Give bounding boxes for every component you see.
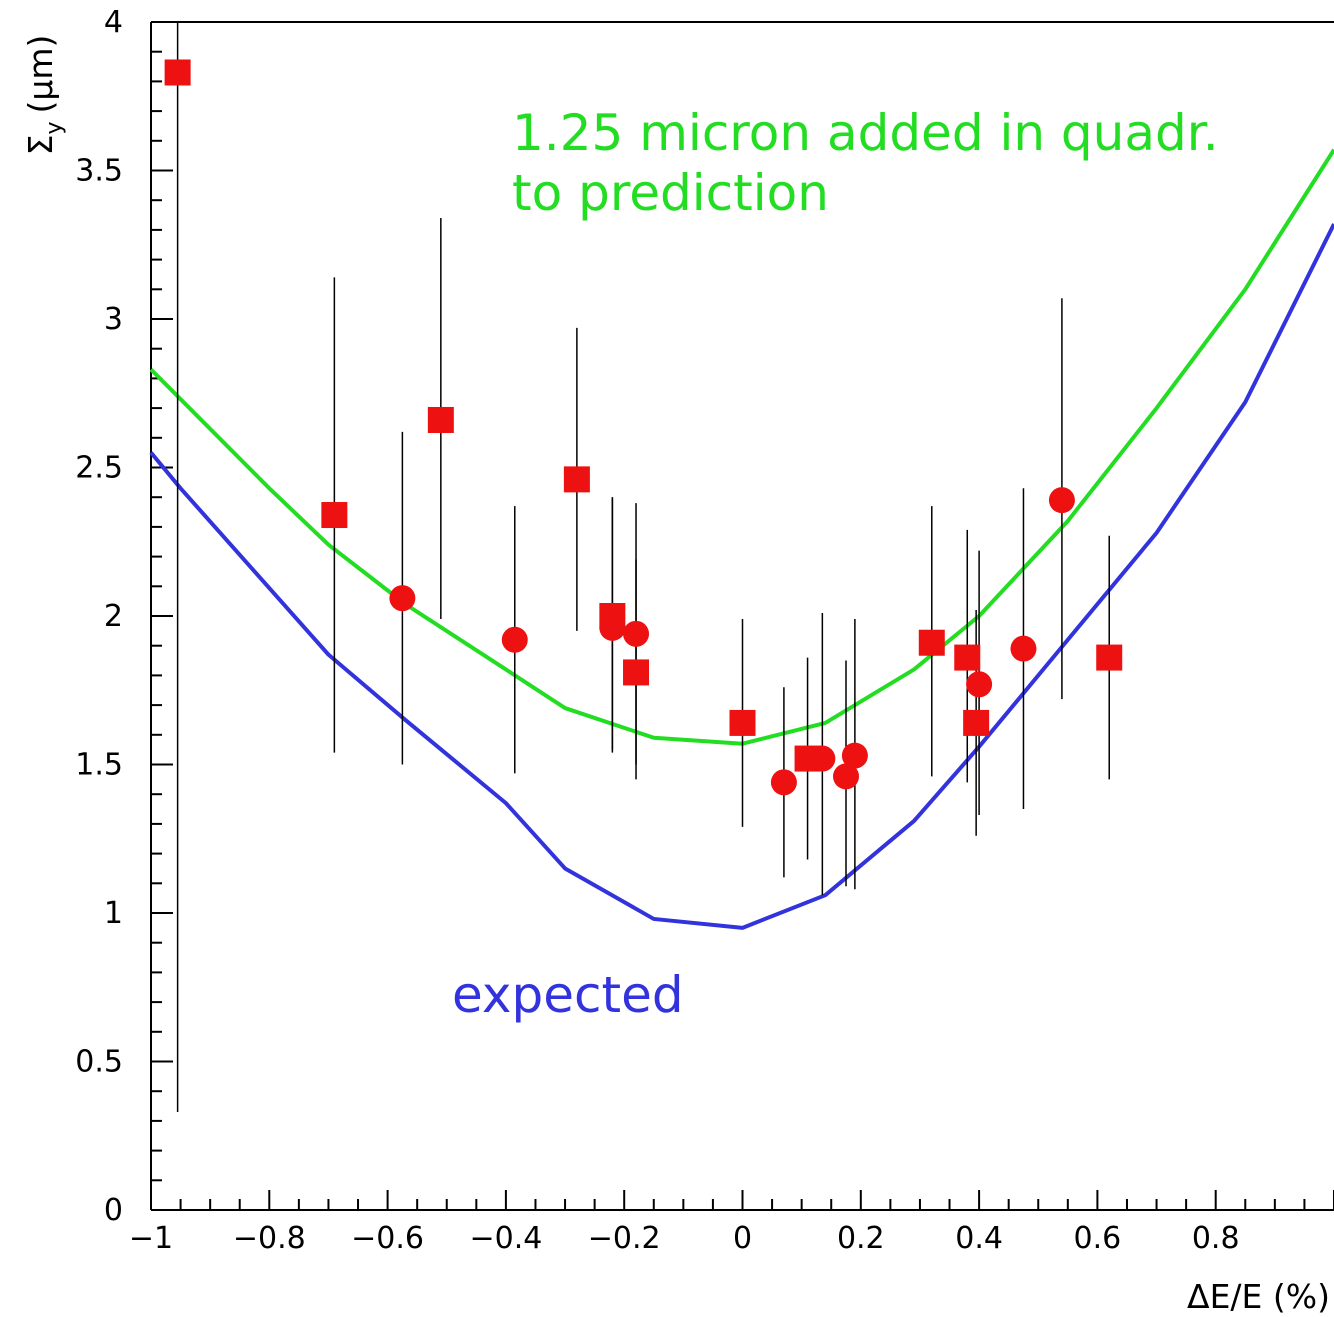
y-axis-title-symbol: Σ <box>21 135 60 156</box>
x-tick-label: 0.8 <box>1192 1221 1240 1256</box>
x-tick-label: −0.2 <box>588 1221 661 1256</box>
y-tick-label: 1 <box>104 896 123 931</box>
data-point-square <box>321 502 348 529</box>
annotation-quadrature: 1.25 micron added in quadr. to predictio… <box>512 104 1235 222</box>
y-tick-label: 3 <box>104 302 123 337</box>
x-tick-label: 0.4 <box>955 1221 1003 1256</box>
data-point-circle <box>1048 487 1075 514</box>
x-tick-label: −0.6 <box>351 1221 424 1256</box>
annotation-quadrature-line-1: 1.25 micron added in quadr. <box>512 104 1219 162</box>
data-point-square <box>954 644 981 671</box>
data-point-circle <box>389 585 416 612</box>
y-tick-label: 0.5 <box>75 1045 123 1080</box>
data-point-circle <box>623 620 650 647</box>
data-point-square <box>918 629 945 656</box>
x-tick-label: −1 <box>129 1221 173 1256</box>
data-point-square <box>164 59 191 86</box>
data-point-square <box>963 709 990 736</box>
data-point-circle <box>841 742 868 769</box>
data-point-circle <box>599 614 626 641</box>
data-point-square <box>1096 644 1123 671</box>
x-tick-label: 0 <box>733 1221 752 1256</box>
data-point-circle <box>966 671 993 698</box>
y-tick-label: 2.5 <box>75 451 123 486</box>
data-point-square <box>729 709 756 736</box>
data-point-square <box>623 659 650 686</box>
x-tick-label: −0.4 <box>469 1221 542 1256</box>
y-tick-label: 2 <box>104 599 123 634</box>
annotation-quadrature-line-2: to prediction <box>512 164 829 222</box>
y-axis-title: Σy (μm) <box>21 35 67 156</box>
axis-ticks <box>150 21 1334 1211</box>
data-point-circle <box>809 745 836 772</box>
svg-text:Σy(μm): Σy (μm) <box>21 35 67 156</box>
data-point-circle <box>770 769 797 796</box>
y-tick-label: 3.5 <box>75 154 123 189</box>
data-point-square <box>427 406 454 433</box>
x-tick-label: −0.8 <box>233 1221 306 1256</box>
curve-line-0 <box>149 223 1334 930</box>
data-point-circle <box>833 763 860 790</box>
model-curves <box>149 148 1334 930</box>
y-axis-title-unit: (μm) <box>21 35 60 114</box>
y-tick-label: 4 <box>104 5 123 40</box>
x-tick-label: 0.2 <box>837 1221 885 1256</box>
data-point-circle <box>1010 635 1037 662</box>
curve-line-1 <box>149 148 1334 746</box>
axis-tick-labels: −1 −0.8 −0.6 −0.4 −0.2 0 0.2 0.4 0.6 0.8 0 0.5 1 1.5 2… <box>75 5 1239 1256</box>
y-tick-label: 0 <box>104 1193 123 1228</box>
x-axis-title: ΔE/E (%) <box>1187 1277 1330 1316</box>
y-axis-title-subscript: y <box>42 122 67 135</box>
x-tick-label: 0.6 <box>1074 1221 1122 1256</box>
data-point-circle <box>501 626 528 653</box>
y-tick-label: 1.5 <box>75 748 123 783</box>
annotation-expected: expected <box>452 966 684 1024</box>
data-markers <box>164 59 1123 796</box>
data-point-square <box>563 466 590 493</box>
